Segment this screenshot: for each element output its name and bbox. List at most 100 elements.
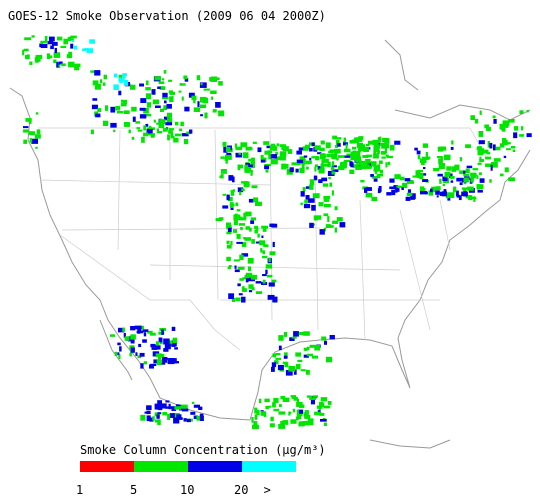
smoke-pixel: [306, 166, 309, 170]
smoke-pixel: [324, 340, 328, 345]
smoke-pixel: [265, 405, 269, 410]
smoke-pixel: [282, 146, 289, 152]
smoke-pixel: [323, 405, 331, 409]
smoke-pixel: [151, 347, 158, 350]
smoke-pixel: [224, 157, 228, 161]
smoke-pixel: [284, 362, 289, 368]
smoke-pixel: [34, 57, 41, 62]
smoke-pixel: [124, 336, 130, 341]
smoke-pixel: [458, 195, 462, 201]
smoke-pixel: [438, 158, 443, 164]
smoke-patches: [22, 35, 532, 430]
smoke-pixel: [278, 345, 282, 351]
smoke-pixel: [313, 215, 319, 221]
smoke-pixel: [473, 196, 476, 202]
smoke-pixel: [257, 147, 262, 153]
smoke-pixel: [271, 223, 278, 228]
smoke-pixel: [499, 173, 504, 177]
smoke-pixel: [463, 174, 469, 177]
smoke-pixel: [255, 227, 259, 231]
smoke-pixel: [295, 352, 302, 357]
smoke-pixel: [280, 395, 286, 400]
smoke-pixel: [316, 405, 323, 409]
smoke-pixel: [130, 334, 136, 340]
smoke-pixel: [461, 187, 469, 190]
smoke-pixel: [321, 158, 324, 164]
smoke-pixel: [456, 177, 463, 182]
smoke-pixel: [130, 84, 136, 90]
smoke-pixel: [387, 161, 391, 166]
smoke-pixel: [297, 412, 303, 417]
smoke-pixel: [431, 186, 436, 193]
smoke-pixel: [47, 41, 54, 45]
smoke-pixel: [175, 121, 179, 126]
smoke-pixel: [110, 334, 116, 337]
smoke-pixel: [95, 113, 101, 118]
smoke-pixel: [470, 115, 476, 121]
smoke-pixel: [238, 223, 246, 226]
smoke-pixel: [360, 149, 367, 152]
smoke-pixel: [272, 241, 275, 248]
smoke-pixel: [156, 414, 160, 419]
smoke-pixel: [183, 418, 187, 422]
smoke-pixel: [169, 96, 174, 103]
smoke-pixel: [296, 398, 300, 404]
smoke-pixel: [226, 256, 231, 262]
smoke-pixel: [372, 139, 379, 146]
smoke-pixel: [234, 269, 240, 273]
smoke-pixel: [371, 196, 378, 202]
smoke-pixel: [174, 347, 178, 350]
smoke-pixel: [448, 192, 455, 199]
smoke-pixel: [160, 342, 163, 345]
smoke-pixel: [222, 193, 227, 196]
smoke-pixel: [183, 138, 189, 145]
smoke-pixel: [291, 336, 297, 339]
smoke-pixel: [380, 169, 383, 174]
smoke-pixel: [84, 48, 87, 51]
smoke-pixel: [230, 240, 233, 246]
smoke-pixel: [289, 167, 294, 173]
smoke-pixel: [50, 45, 54, 50]
smoke-pixel: [278, 411, 286, 415]
smoke-pixel: [502, 140, 508, 146]
smoke-pixel: [359, 161, 366, 164]
colorbar-label: 1: [76, 483, 83, 497]
smoke-pixel: [419, 186, 425, 192]
smoke-pixel: [305, 186, 310, 189]
smoke-pixel: [94, 83, 101, 90]
smoke-pixel: [120, 102, 127, 107]
smoke-pixel: [89, 39, 96, 44]
smoke-pixel: [155, 353, 162, 358]
smoke-pixel: [198, 406, 203, 411]
smoke-pixel: [448, 173, 453, 178]
smoke-pixel: [260, 159, 266, 163]
smoke-pixel: [48, 36, 55, 42]
smoke-pixel: [282, 361, 288, 364]
smoke-pixel: [117, 342, 121, 346]
smoke-pixel: [442, 176, 448, 182]
smoke-pixel: [235, 202, 239, 207]
smoke-pixel: [438, 163, 445, 170]
smoke-pixel: [508, 119, 515, 123]
smoke-pixel: [312, 355, 319, 359]
smoke-pixel: [459, 170, 465, 175]
smoke-pixel: [141, 136, 145, 143]
smoke-pixel: [100, 79, 103, 84]
smoke-pixel: [366, 154, 372, 158]
smoke-pixel: [291, 162, 297, 166]
smoke-pixel: [476, 184, 481, 190]
smoke-pixel: [215, 218, 223, 222]
smoke-pixel: [191, 401, 195, 404]
smoke-pixel: [143, 125, 147, 131]
smoke-pixel: [161, 329, 164, 335]
smoke-pixel: [180, 404, 188, 409]
smoke-pixel: [275, 353, 281, 356]
smoke-pixel: [477, 189, 483, 193]
smoke-pixel: [162, 412, 168, 416]
smoke-pixel: [311, 156, 317, 159]
smoke-pixel: [155, 419, 161, 423]
smoke-pixel: [490, 164, 493, 171]
smoke-pixel: [314, 411, 320, 416]
smoke-pixel: [151, 89, 156, 95]
smoke-pixel: [505, 142, 511, 145]
